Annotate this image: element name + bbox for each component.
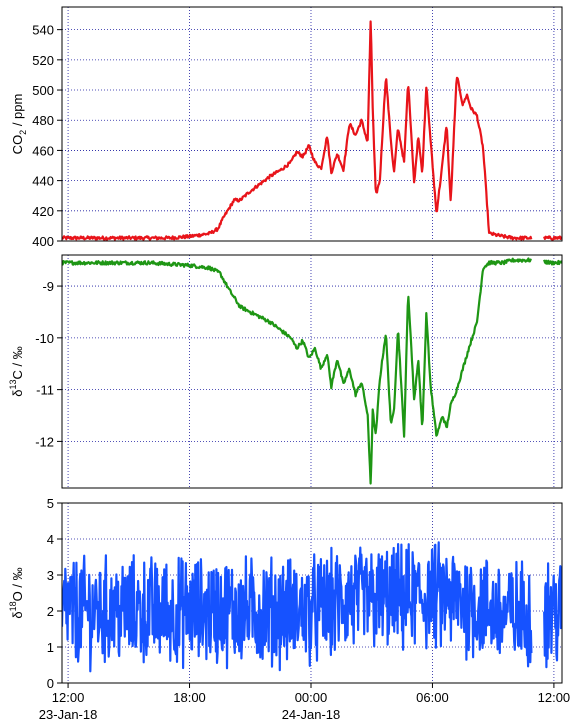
ytick-label: 5	[47, 496, 54, 511]
series-line	[62, 541, 562, 673]
y-axis-label: δ13C / ‰	[8, 346, 25, 397]
series-segment-0	[62, 20, 533, 241]
x-axis: 12:00 18:00 00:00 06:00 12:00 23-Jan-18 24-Jan…	[39, 683, 570, 722]
ytick-label: -11	[36, 383, 54, 398]
ytick-label: 400	[32, 234, 54, 249]
y-axis-label: CO2 / ppm	[10, 94, 28, 155]
ytick-label: 1	[47, 640, 54, 655]
series-segment-1	[543, 562, 562, 669]
ytick-label: -12	[35, 434, 54, 449]
ytick-label: 480	[32, 113, 54, 128]
panel-1: 400 420 440 460 480 500 520 540 CO2 / ppm	[10, 6, 563, 249]
xtick-label: 12:00	[52, 690, 85, 705]
plot-frame	[61, 502, 563, 684]
series-segment-1	[543, 259, 562, 266]
date-label: 24-Jan-18	[282, 707, 341, 722]
date-label: 23-Jan-18	[39, 707, 98, 722]
ytick-label: 540	[32, 23, 54, 38]
ytick-label: 500	[32, 83, 54, 98]
ytick-label: 4	[47, 532, 54, 547]
series-line	[62, 20, 562, 241]
series-segment-0	[62, 541, 533, 673]
panel-3: 0 1 2 3 4 5 δ18O / ‰	[8, 496, 563, 691]
series-segment-0	[62, 257, 533, 485]
ytick-label: 440	[32, 174, 54, 189]
ytick-label: 460	[32, 143, 54, 158]
xtick-label: 18:00	[173, 690, 206, 705]
ytick-label: 420	[32, 204, 54, 219]
series-segment-1	[543, 235, 562, 241]
ytick-label: -10	[35, 331, 54, 346]
ytick-label: 520	[32, 53, 54, 68]
xtick-label: 12:00	[538, 690, 571, 705]
ytick-label: 2	[47, 604, 54, 619]
ytick-label: 0	[47, 676, 54, 691]
plot-frame	[61, 254, 563, 489]
ytick-label: -9	[42, 279, 54, 294]
xtick-label: 06:00	[416, 690, 449, 705]
y-axis-label: δ18O / ‰	[8, 567, 25, 618]
ytick-label: 3	[47, 568, 54, 583]
plot-frame	[61, 6, 563, 242]
xtick-label: 00:00	[295, 690, 328, 705]
series-line	[62, 257, 562, 485]
panel-2: -12 -11 -10 -9 δ13C / ‰	[8, 254, 563, 489]
